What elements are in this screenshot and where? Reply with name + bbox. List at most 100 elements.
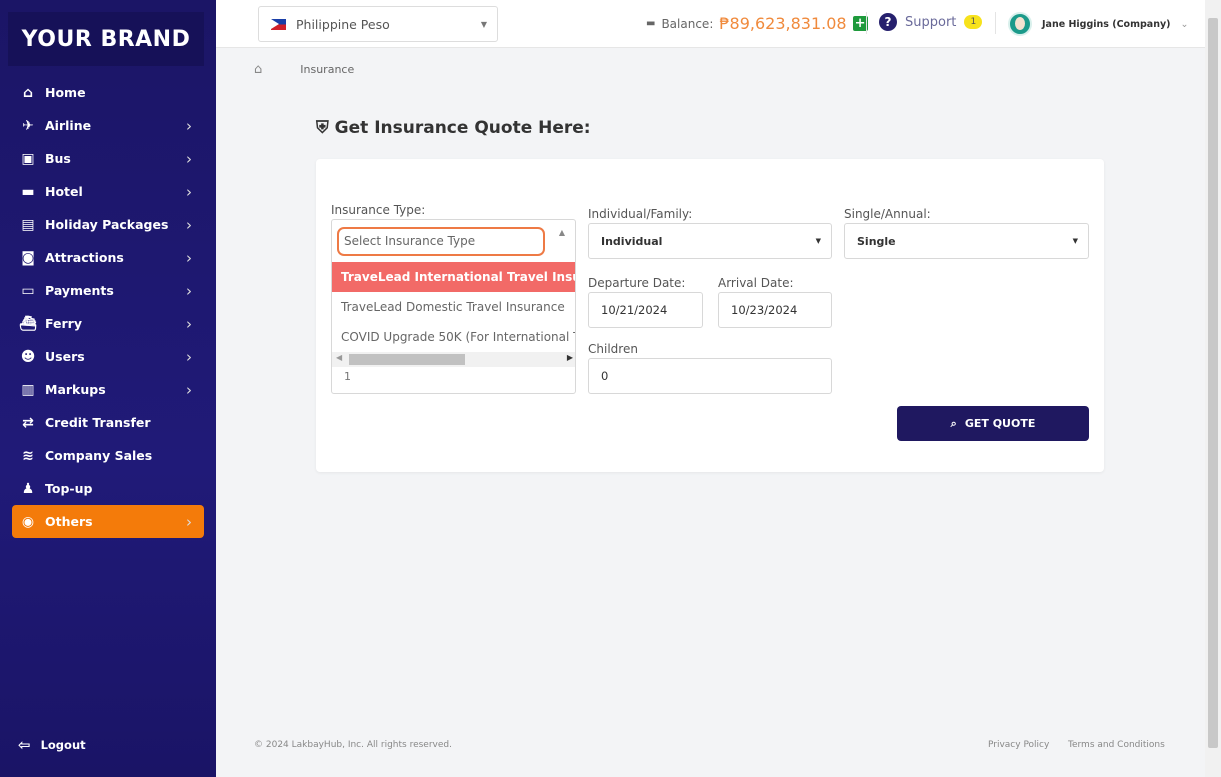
chevron-right-icon: › (186, 149, 192, 168)
sidebar-item-ferry[interactable]: ⛴ Ferry › (12, 307, 204, 340)
home-icon[interactable]: ⌂ (254, 62, 263, 77)
search-icon: ⌕ (950, 416, 957, 430)
sidebar-item-markups[interactable]: ▥ Markups › (12, 373, 204, 406)
insurance-type-label: Insurance Type: (331, 203, 426, 217)
sidebar-item-holiday-packages[interactable]: ▤ Holiday Packages › (12, 208, 204, 241)
single-annual-label: Single/Annual: (844, 207, 931, 221)
individual-family-select[interactable]: Individual ▼ (588, 223, 832, 259)
chevron-down-icon: ⌄ (1180, 18, 1189, 30)
balance-label: Balance: (661, 16, 714, 31)
chevron-right-icon: › (186, 182, 192, 201)
sidebar: YOUR BRAND ⌂ Home ✈ Airline › ▣ Bus › ▬ Hotel › ▤ Ho… (0, 0, 216, 777)
currency-select[interactable]: Philippine Peso ▼ (258, 6, 498, 42)
page-scrollbar[interactable] (1205, 0, 1221, 777)
single-annual-value: Single (857, 234, 896, 248)
user-name: Jane Higgins (Company) (1042, 18, 1171, 30)
arrival-date-label: Arrival Date: (718, 276, 794, 290)
sidebar-item-bus[interactable]: ▣ Bus › (12, 142, 204, 175)
passport-icon: ◉ (21, 513, 35, 530)
sidebar-item-others[interactable]: ◉ Others › (12, 505, 204, 538)
children-input[interactable]: 0 (588, 358, 832, 394)
ticket-icon: ◙ (21, 249, 35, 266)
chevron-right-icon: › (186, 512, 192, 531)
dropdown-option[interactable]: TraveLead International Travel Insurance (332, 262, 575, 292)
sidebar-item-label: Bus (45, 151, 71, 166)
page-title: ⛨ Get Insurance Quote Here: (316, 118, 591, 138)
sidebar-item-home[interactable]: ⌂ Home (12, 76, 204, 109)
sidebar-item-attractions[interactable]: ◙ Attractions › (12, 241, 204, 274)
credit-card-icon: ▭ (21, 282, 35, 299)
breadcrumb-current: Insurance (300, 63, 355, 76)
chevron-right-icon: › (186, 380, 192, 399)
get-quote-label: GET QUOTE (964, 417, 1036, 430)
sidebar-item-label: Home (45, 85, 86, 100)
individual-family-label: Individual/Family: (588, 207, 693, 221)
piggy-bank-icon: ♟ (21, 480, 35, 497)
sidebar-item-label: Company Sales (45, 448, 153, 463)
add-balance-button[interactable]: + (852, 16, 868, 31)
home-icon: ⌂ (22, 84, 34, 101)
sidebar-item-airline[interactable]: ✈ Airline › (12, 109, 204, 142)
divider (866, 12, 867, 34)
sidebar-item-label: Credit Transfer (45, 415, 151, 430)
sidebar-item-hotel[interactable]: ▬ Hotel › (12, 175, 204, 208)
sidebar-item-label: Payments (45, 283, 114, 298)
dropdown-horizontal-scrollbar[interactable]: ◀ ▶ (332, 352, 575, 367)
children-label: Children (588, 342, 638, 356)
chevron-right-icon: › (186, 314, 192, 333)
sidebar-item-label: Users (45, 349, 85, 364)
terms-link[interactable]: Terms and Conditions (1068, 740, 1165, 750)
copyright: © 2024 LakbayHub, Inc. All rights reserv… (254, 740, 452, 750)
breadcrumb: ⌂ Insurance (254, 62, 354, 77)
chevron-right-icon: › (186, 215, 192, 234)
plane-icon: ✈ (22, 117, 34, 134)
dropdown-option[interactable]: TraveLead Domestic Travel Insurance (341, 300, 565, 314)
support-badge: 1 (964, 15, 983, 29)
chevron-right-icon: › (186, 347, 192, 366)
coins-icon: ≋ (22, 447, 34, 464)
sidebar-item-payments[interactable]: ▭ Payments › (12, 274, 204, 307)
sidebar-item-label: Top-up (45, 481, 93, 496)
sidebar-item-credit-transfer[interactable]: ⇄ Credit Transfer (12, 406, 204, 439)
sidebar-item-company-sales[interactable]: ≋ Company Sales (12, 439, 204, 472)
users-icon: ☻ (20, 348, 36, 365)
chevron-right-icon: › (186, 281, 192, 300)
individual-family-value: Individual (601, 234, 663, 248)
privacy-policy-link[interactable]: Privacy Policy (988, 740, 1050, 750)
shield-icon: ⛨ (316, 118, 329, 138)
user-menu[interactable]: Jane Higgins (Company) ⌄ (1008, 12, 1188, 36)
avatar (1008, 12, 1032, 36)
insurance-underlying-value: 1 (344, 370, 351, 383)
sidebar-item-label: Attractions (45, 250, 124, 265)
chevron-right-icon: › (186, 116, 192, 135)
philippine-flag-icon (271, 18, 286, 30)
caret-down-icon: ▼ (815, 237, 821, 245)
single-annual-select[interactable]: Single ▼ (844, 223, 1089, 259)
ferry-icon: ⛴ (19, 315, 37, 332)
currency-value: Philippine Peso (296, 16, 390, 32)
sidebar-item-users[interactable]: ☻ Users › (12, 340, 204, 373)
insurance-search-input[interactable]: Select Insurance Type (337, 227, 545, 256)
caret-up-icon: ▲ (558, 228, 565, 237)
bed-icon: ▬ (21, 183, 35, 200)
money-transfer-icon: ⇄ (22, 414, 34, 431)
brand-logo: YOUR BRAND (8, 12, 204, 66)
support-link[interactable]: ? Support 1 (879, 13, 983, 31)
support-label: Support (905, 14, 957, 30)
departure-date-input[interactable]: 10/21/2024 (588, 292, 703, 328)
insurance-type-dropdown[interactable]: Select Insurance Type ▲ TraveLead Intern… (331, 219, 576, 394)
caret-down-icon: ▼ (480, 19, 487, 29)
arrival-date-input[interactable]: 10/23/2024 (718, 292, 832, 328)
sidebar-nav: ⌂ Home ✈ Airline › ▣ Bus › ▬ Hotel › ▤ Holiday Packa… (12, 76, 204, 538)
chevron-right-icon: › (186, 248, 192, 267)
balance: ▬ Balance: ₱89,623,831.08 + (646, 14, 868, 33)
logout-button[interactable]: ⇦ Logout (18, 736, 86, 754)
sidebar-item-label: Hotel (45, 184, 83, 199)
page-title-text: Get Insurance Quote Here: (334, 118, 591, 138)
dropdown-option[interactable]: COVID Upgrade 50K (For International Tra… (341, 330, 575, 344)
caret-down-icon: ▼ (1072, 237, 1078, 245)
sidebar-item-label: Ferry (45, 316, 82, 331)
wallet-icon: ▬ (646, 18, 656, 29)
sidebar-item-top-up[interactable]: ♟ Top-up (12, 472, 204, 505)
get-quote-button[interactable]: ⌕ GET QUOTE (897, 406, 1089, 441)
